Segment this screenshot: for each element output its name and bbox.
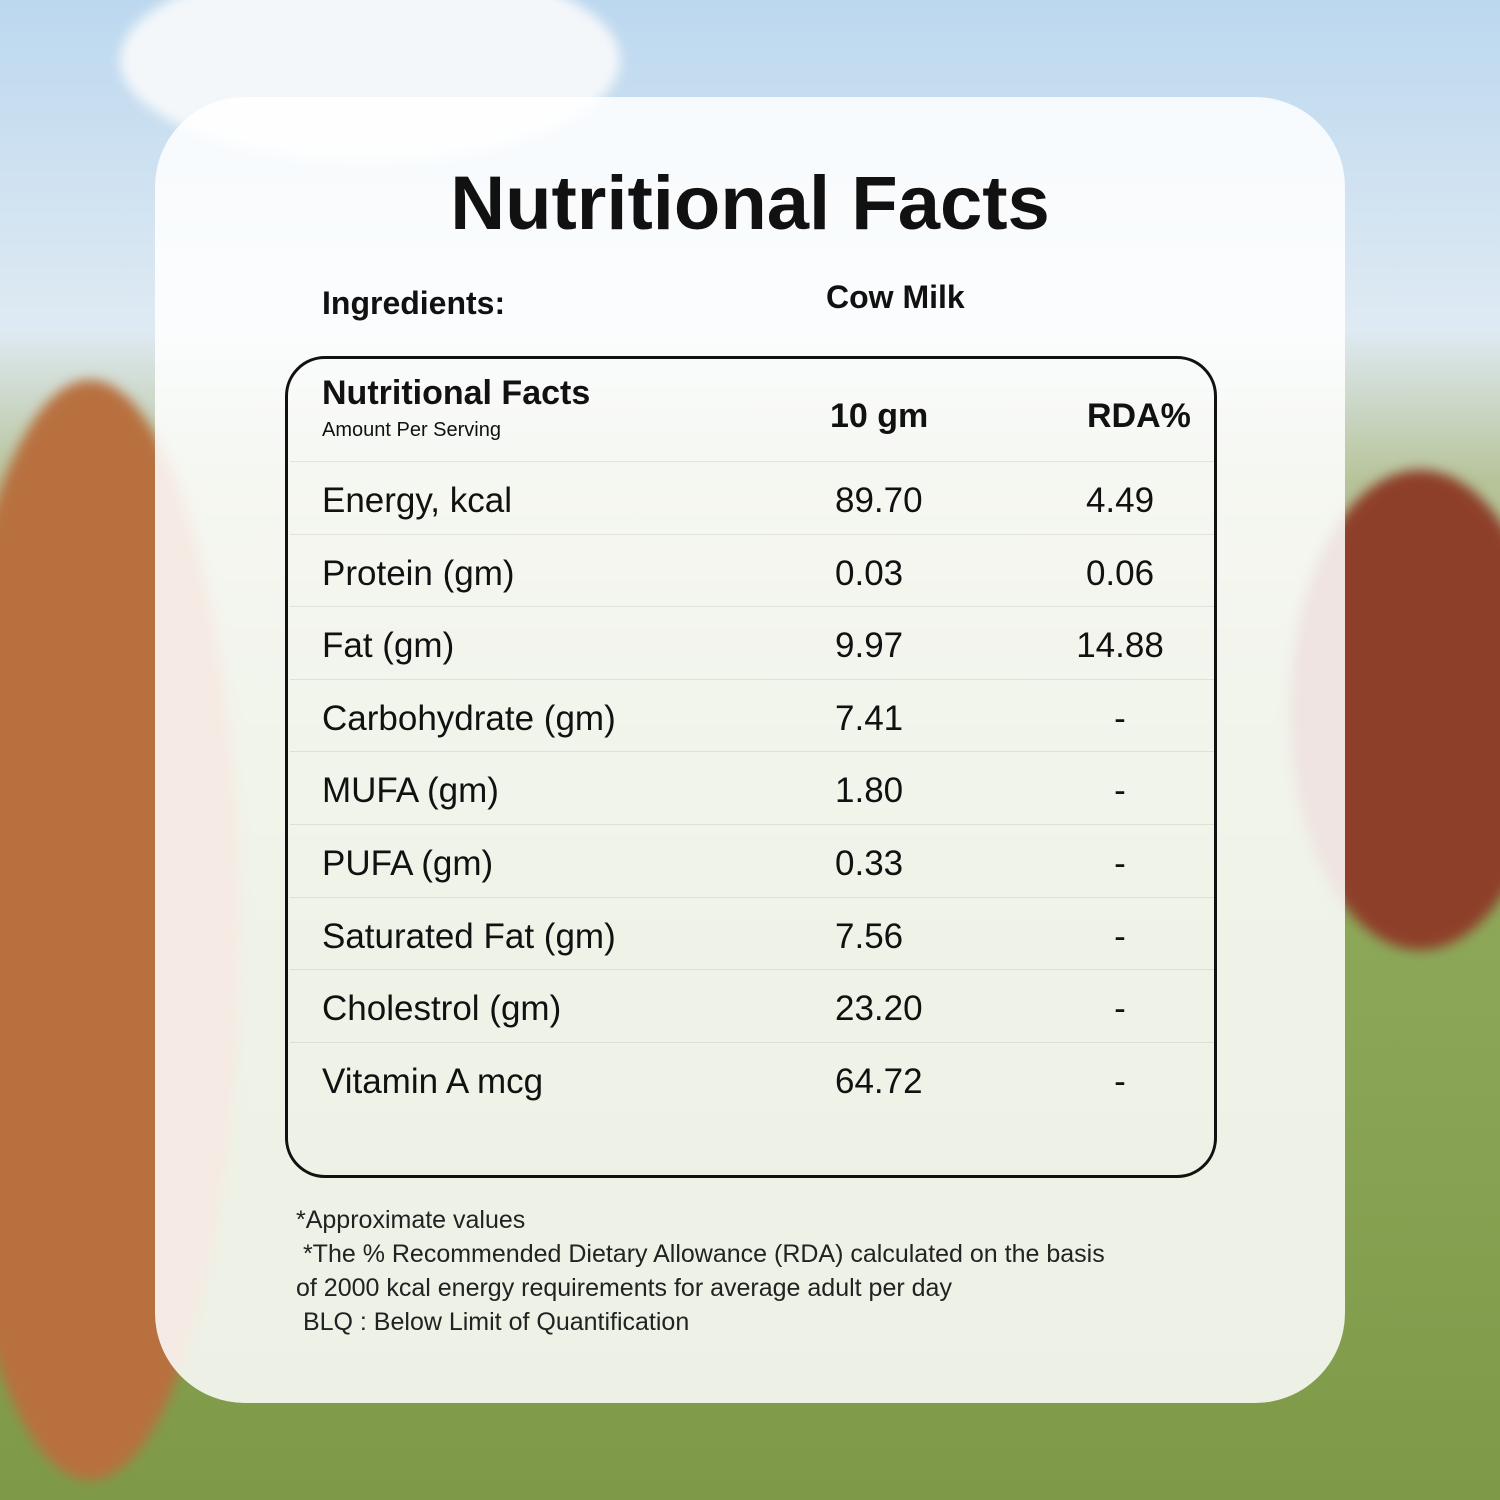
- row-separator: [290, 1041, 1214, 1043]
- row-amount: 23.20: [835, 989, 923, 1029]
- row-amount: 7.56: [835, 916, 904, 956]
- row-label: Carbohydrate (gm): [322, 698, 616, 738]
- row-separator: [290, 533, 1214, 535]
- row-rda: -: [1114, 844, 1126, 883]
- row-label: Protein (gm): [322, 553, 515, 593]
- row-rda: 14.88: [1076, 626, 1164, 666]
- row-label: Saturated Fat (gm): [322, 916, 616, 956]
- title: Nutritional Facts: [450, 161, 1050, 246]
- row-separator: [290, 606, 1214, 608]
- footnote: *The % Recommended Dietary Allowance (RD…: [296, 1240, 1105, 1268]
- row-amount: 89.70: [835, 481, 923, 520]
- row-amount: 0.03: [835, 553, 904, 593]
- row-label: Energy, kcal: [322, 481, 512, 520]
- row-separator: [290, 896, 1214, 898]
- row-separator: [290, 824, 1214, 825]
- row-separator: [290, 461, 1214, 462]
- footnote: BLQ : Below Limit of Quantification: [296, 1308, 690, 1336]
- row-rda: -: [1114, 771, 1126, 811]
- ingredients-label: Ingredients:: [322, 285, 506, 321]
- row-rda: 0.06: [1085, 553, 1155, 593]
- footnote: *Approximate values: [296, 1206, 526, 1234]
- row-separator: [290, 969, 1214, 971]
- column-header: RDA%: [1087, 397, 1191, 435]
- row-rda: 4.49: [1085, 481, 1155, 520]
- row-amount: 64.72: [835, 1061, 923, 1101]
- row-amount: 7.41: [835, 698, 904, 738]
- row-label: Cholestrol (gm): [322, 989, 562, 1029]
- row-label: Vitamin A mcg: [322, 1061, 544, 1101]
- row-amount: 0.33: [835, 844, 904, 883]
- row-label: MUFA (gm): [322, 771, 499, 811]
- row-amount: 1.80: [835, 771, 904, 811]
- footnote: of 2000 kcal energy requirements for ave…: [296, 1274, 952, 1302]
- row-rda: -: [1114, 1061, 1126, 1101]
- row-separator: [290, 678, 1214, 680]
- row-label: Fat (gm): [322, 626, 455, 666]
- row-amount: 9.97: [835, 626, 904, 666]
- table-title: Nutritional Facts: [322, 374, 591, 412]
- row-label: PUFA (gm): [322, 844, 494, 883]
- row-separator: [290, 751, 1214, 753]
- column-header: 10 gm: [830, 397, 929, 435]
- row-rda: -: [1114, 989, 1126, 1029]
- table-box: [285, 356, 1217, 1178]
- card: [155, 97, 1345, 1403]
- row-rda: -: [1114, 916, 1126, 956]
- ingredients-value: Cow Milk: [826, 279, 965, 315]
- row-rda: -: [1114, 698, 1126, 738]
- table-subtitle: Amount Per Serving: [322, 419, 501, 441]
